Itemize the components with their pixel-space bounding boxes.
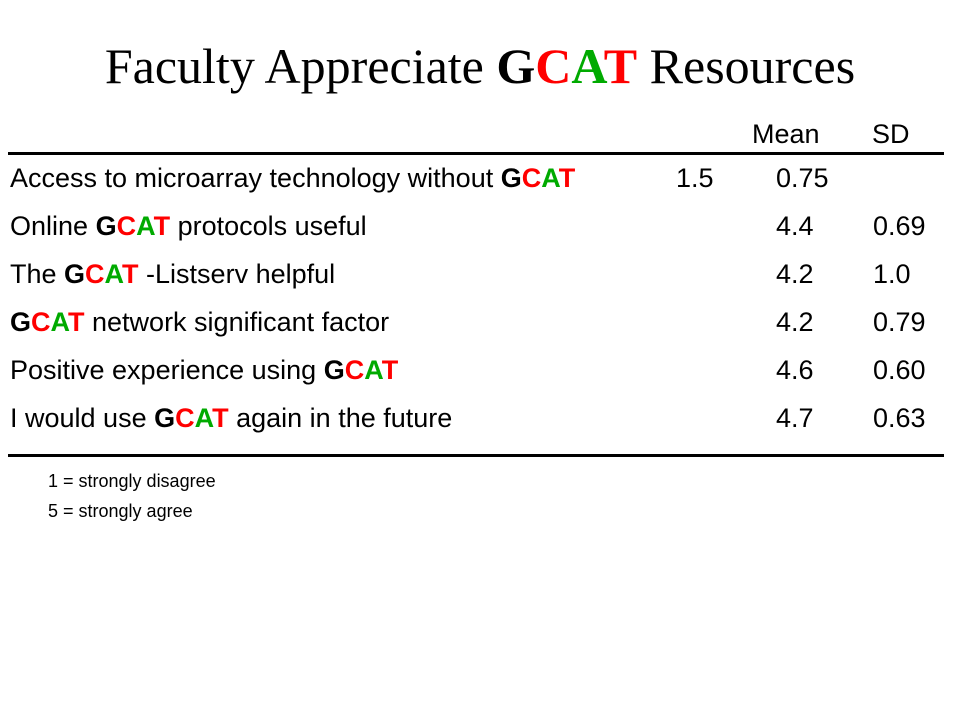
brand-letter: T [381,355,399,385]
brand-letter: A [364,355,382,385]
brand-letter: C [85,259,105,289]
brand-letter: T [153,211,171,241]
brand-letter: A [541,163,559,193]
brand-letter: G [500,163,522,193]
brand-letter: T [212,403,229,433]
title-brand-a: A [571,38,604,94]
brand-letter: C [344,355,365,385]
table-row: The GCAT -Listserv helpful 4.2 1.0 [0,256,960,292]
row-label: Online GCAT protocols useful [10,208,367,244]
row-sd: 0.75 [776,163,829,193]
brand-letter: T [558,163,576,193]
row-label: GCAT network significant factor [10,304,389,340]
table-row: I would use GCAT again in the future 4.7 0… [0,400,960,436]
row-label-text: Access to microarray technology without [10,163,501,193]
row-label: Positive experience using GCAT [10,352,398,388]
brand-letter: G [10,307,32,337]
column-header-sd: SD [872,119,910,149]
column-header-mean: Mean [752,119,820,149]
row-label-text: The [10,259,65,289]
table-row: Online GCAT protocols useful 4.4 0.69 [0,208,960,244]
row-label-text: I would use [10,403,155,433]
row-label: I would use GCAT again in the future [10,400,452,436]
row-mean: 4.4 [776,211,814,241]
row-label-text: Online [10,211,96,241]
title-brand-c: C [535,38,572,94]
brand-name: GCAT [96,211,171,241]
brand-letter: T [122,259,139,289]
title-brand: GCAT [496,38,637,94]
row-sd: 0.69 [873,211,926,241]
brand-letter: G [64,259,86,289]
title-prefix: Faculty Appreciate [104,38,497,94]
table-row: Positive experience using GCAT 4.6 0.60 [0,352,960,388]
brand-letter: C [521,163,542,193]
brand-letter: A [104,259,123,289]
row-sd: 0.60 [873,355,926,385]
brand-name: GCAT [10,307,85,337]
table-row: GCAT network significant factor 4.2 0.79 [0,304,960,340]
brand-letter: G [154,403,176,433]
title-suffix: Resources [637,38,856,94]
table-top-rule [8,152,944,155]
title-brand-g: G [496,38,536,94]
brand-letter: A [50,307,69,337]
brand-name: GCAT [154,403,229,433]
row-label: The GCAT -Listserv helpful [10,256,335,292]
legend-low: 1 = strongly disagree [48,471,216,491]
brand-letter: T [68,307,85,337]
row-label-text: -Listserv helpful [138,259,336,289]
row-mean: 4.6 [776,355,814,385]
row-label-text: protocols useful [170,211,367,241]
brand-letter: G [95,211,117,241]
row-label-text: again in the future [228,403,453,433]
row-label-text: network significant factor [84,307,390,337]
brand-name: GCAT [501,163,576,193]
brand-name: GCAT [324,355,399,385]
brand-letter: C [31,307,51,337]
brand-letter: A [194,403,213,433]
row-sd: 1.0 [873,259,911,289]
title-brand-t: T [603,38,638,94]
row-label-text: Positive experience using [10,355,324,385]
row-mean: 4.2 [776,259,814,289]
row-mean: 1.5 [676,163,714,193]
row-sd: 0.63 [873,403,926,433]
legend-high: 5 = strongly agree [48,501,193,521]
row-label: Access to microarray technology without … [10,160,575,196]
table-bottom-rule [8,454,944,457]
row-mean: 4.2 [776,307,814,337]
brand-letter: A [136,211,154,241]
table-row: Access to microarray technology without … [0,160,960,196]
brand-letter: C [175,403,195,433]
brand-letter: G [323,355,345,385]
brand-letter: C [116,211,137,241]
brand-name: GCAT [64,259,139,289]
slide-title: Faculty Appreciate GCAT Resources [0,38,960,94]
row-sd: 0.79 [873,307,926,337]
row-mean: 4.7 [776,403,814,433]
